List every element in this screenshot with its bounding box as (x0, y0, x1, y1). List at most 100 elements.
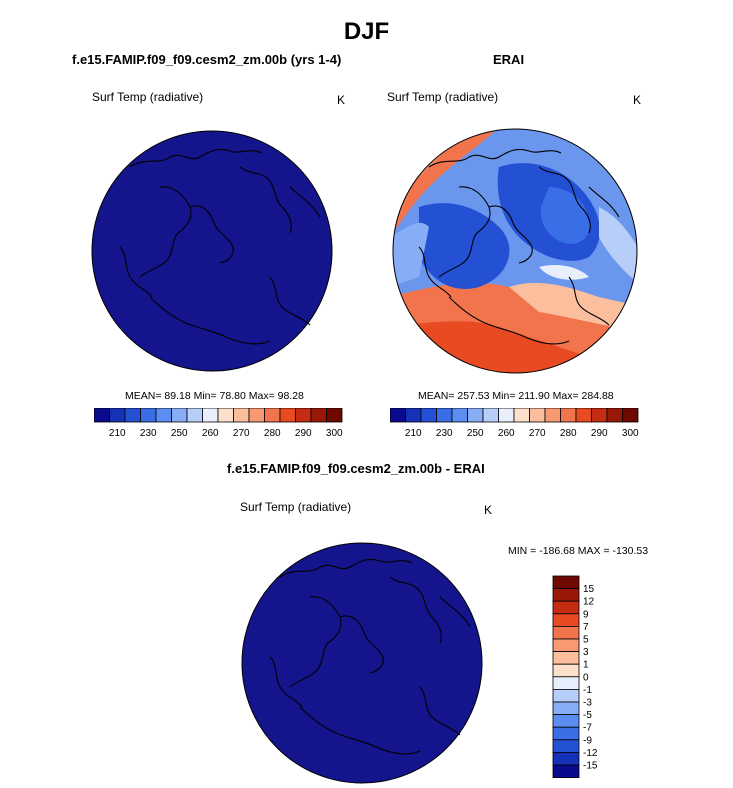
colorbar-box (482, 408, 499, 423)
colorbar-box (552, 626, 580, 640)
colorbar-tick-label: -7 (583, 723, 592, 734)
colorbar-box (552, 600, 580, 615)
colorbar-box (436, 408, 453, 423)
colorbar-tick-label: 1 (583, 660, 589, 671)
colorbar-tick-label: -1 (583, 685, 592, 696)
right-colorbar-ticks: 210 230 250 260 270 280 290 300 (405, 428, 639, 439)
colorbar-tick-label: 5 (583, 635, 589, 646)
colorbar-box (575, 408, 592, 423)
colorbar-box (140, 408, 157, 423)
colorbar-box (529, 408, 546, 423)
colorbar-box (552, 663, 580, 678)
right-stats: MEAN= 257.53 Min= 211.90 Max= 284.88 (418, 390, 614, 402)
bottom-map-disc (241, 542, 483, 784)
colorbar-box (279, 408, 296, 423)
colorbar-box (552, 676, 580, 690)
colorbar-box (552, 689, 580, 703)
colorbar-tick-label: 280 (560, 428, 577, 439)
colorbar-box (171, 408, 188, 423)
colorbar-tick-label: 0 (583, 672, 589, 683)
colorbar-tick-label: 300 (326, 428, 343, 439)
bottom-units-label: K (484, 503, 493, 517)
colorbar-tick-label: 15 (583, 584, 595, 595)
colorbar-tick-label: 280 (264, 428, 281, 439)
left-map-disc (91, 130, 333, 372)
colorbar-tick-label: 12 (583, 597, 595, 608)
right-polar-map (392, 128, 638, 374)
right-colorbar-boxes (390, 408, 639, 423)
left-colorbar-boxes (94, 408, 343, 423)
bottom-stats: MIN = -186.68 MAX = -130.53 (508, 545, 649, 557)
left-panel-title: f.e15.FAMIP.f09_f09.cesm2_zm.00b (yrs 1-… (72, 52, 342, 67)
colorbar-box (552, 739, 580, 753)
bottom-coastlines (269, 558, 471, 755)
colorbar-box (94, 408, 110, 423)
bottom-variable-label: Surf Temp (radiative) (240, 500, 352, 514)
colorbar-box (544, 408, 561, 423)
colorbar-box (622, 408, 639, 423)
figure-title: DJF (343, 18, 390, 45)
colorbar-tick-label: 260 (498, 428, 515, 439)
colorbar-box (467, 408, 484, 423)
colorbar-box (552, 651, 580, 665)
left-coastlines (119, 148, 321, 345)
colorbar-box (560, 408, 577, 423)
diff-colorbar: 15 129 7 53 10 -1 -3-5 -7-9 -12 -15 (552, 575, 598, 779)
colorbar-box (202, 408, 219, 423)
colorbar-box (109, 408, 126, 423)
colorbar-tick-label: 9 (583, 609, 589, 620)
colorbar-box (498, 408, 515, 423)
colorbar-tick-label: 260 (202, 428, 219, 439)
colorbar-box (186, 408, 203, 423)
colorbar-box (552, 764, 580, 779)
left-stats: MEAN= 89.18 Min= 78.80 Max= 98.28 (125, 390, 304, 402)
left-colorbar-ticks: 210 230 250 260 270 280 290 300 (109, 428, 343, 439)
colorbar-tick-label: 210 (405, 428, 422, 439)
colorbar-tick-label: 250 (467, 428, 484, 439)
colorbar-box (124, 408, 141, 423)
right-coastlines (418, 148, 620, 345)
colorbar-box (606, 408, 623, 423)
colorbar-box (552, 751, 580, 766)
right-panel-title: ERAI (493, 52, 525, 67)
colorbar-box (326, 408, 343, 423)
colorbar-box (233, 408, 250, 423)
left-units-label: K (337, 93, 346, 107)
colorbar-box (552, 714, 580, 728)
left-variable-label: Surf Temp (radiative) (92, 90, 204, 104)
colorbar-tick-label: 3 (583, 647, 589, 658)
colorbar-box (217, 408, 234, 423)
colorbar-tick-label: -12 (583, 748, 598, 759)
colorbar-tick-label: 290 (295, 428, 312, 439)
colorbar-box (310, 408, 327, 423)
colorbar-tick-label: 7 (583, 622, 589, 633)
colorbar-box (264, 408, 281, 423)
colorbar-tick-label: 250 (171, 428, 188, 439)
diff-colorbar-boxes (552, 575, 580, 779)
colorbar-box (420, 408, 437, 423)
colorbar-box (405, 408, 422, 423)
colorbar-box (552, 575, 580, 590)
left-polar-map (91, 130, 333, 372)
colorbar-tick-label: -9 (583, 735, 592, 746)
colorbar-tick-label: 230 (436, 428, 453, 439)
colorbar-tick-label: -15 (583, 761, 598, 772)
colorbar-box (591, 408, 608, 423)
right-units-label: K (633, 93, 642, 107)
colorbar-tick-label: 300 (622, 428, 639, 439)
colorbar-box (552, 726, 580, 741)
colorbar-tick-label: 290 (591, 428, 608, 439)
bottom-panel-title: f.e15.FAMIP.f09_f09.cesm2_zm.00b - ERAI (227, 461, 485, 476)
right-variable-label: Surf Temp (radiative) (387, 90, 499, 104)
right-temperature-field (393, 129, 637, 373)
colorbar-box (552, 638, 580, 653)
colorbar-tick-label: 270 (233, 428, 250, 439)
colorbar-box (248, 408, 265, 423)
colorbar-tick-label: -5 (583, 710, 592, 721)
colorbar-tick-label: -3 (583, 698, 592, 709)
colorbar-box (513, 408, 530, 423)
right-colorbar: 210 230 250 260 270 280 290 300 (390, 408, 639, 439)
colorbar-box (155, 408, 172, 423)
colorbar-box (552, 613, 580, 627)
colorbar-box (390, 408, 406, 423)
